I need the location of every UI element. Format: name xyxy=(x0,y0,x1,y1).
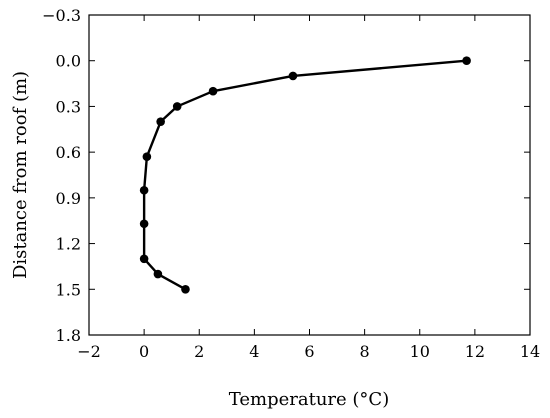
data-point xyxy=(208,86,218,96)
x-tick-label: 0 xyxy=(139,342,149,361)
y-tick-label: 1.2 xyxy=(56,235,81,254)
data-point xyxy=(139,185,149,195)
y-axis-title: Distance from roof (m) xyxy=(10,71,31,279)
data-point xyxy=(172,102,182,111)
y-tick-label: 1.5 xyxy=(56,280,81,299)
x-tick-label: 8 xyxy=(360,342,370,361)
data-point xyxy=(153,269,163,279)
data-point xyxy=(288,71,298,81)
data-point xyxy=(462,56,471,66)
x-tick-label: −2 xyxy=(77,342,101,361)
data-point xyxy=(139,219,149,229)
data-point xyxy=(156,117,165,126)
y-tick-label: 0.3 xyxy=(56,97,81,116)
y-tick-label: −0.3 xyxy=(42,6,81,25)
x-axis: −2 0 2 4 6 8 10 12 14 xyxy=(77,15,540,361)
x-tick-label: 4 xyxy=(249,342,259,361)
series-layer xyxy=(139,56,471,294)
y-tick-label: 0.6 xyxy=(56,143,81,162)
x-tick-label: 2 xyxy=(194,342,204,361)
y-tick-label: 0.0 xyxy=(56,52,81,71)
data-point xyxy=(181,284,190,294)
y-tick-label: 0.9 xyxy=(56,189,81,208)
y-tick-label: 1.8 xyxy=(56,326,81,345)
x-tick-label: 14 xyxy=(520,342,540,361)
x-tick-label: 6 xyxy=(304,342,314,361)
data-point xyxy=(139,254,149,264)
data-point xyxy=(142,152,152,162)
y-axis: −0.3 0.0 0.3 0.6 0.9 1.2 1.5 1.8 xyxy=(42,6,530,345)
x-axis-title: Temperature (°C) xyxy=(229,389,389,410)
series-line xyxy=(142,59,467,291)
x-tick-label: 10 xyxy=(410,342,430,361)
x-tick-label: 12 xyxy=(465,342,485,361)
